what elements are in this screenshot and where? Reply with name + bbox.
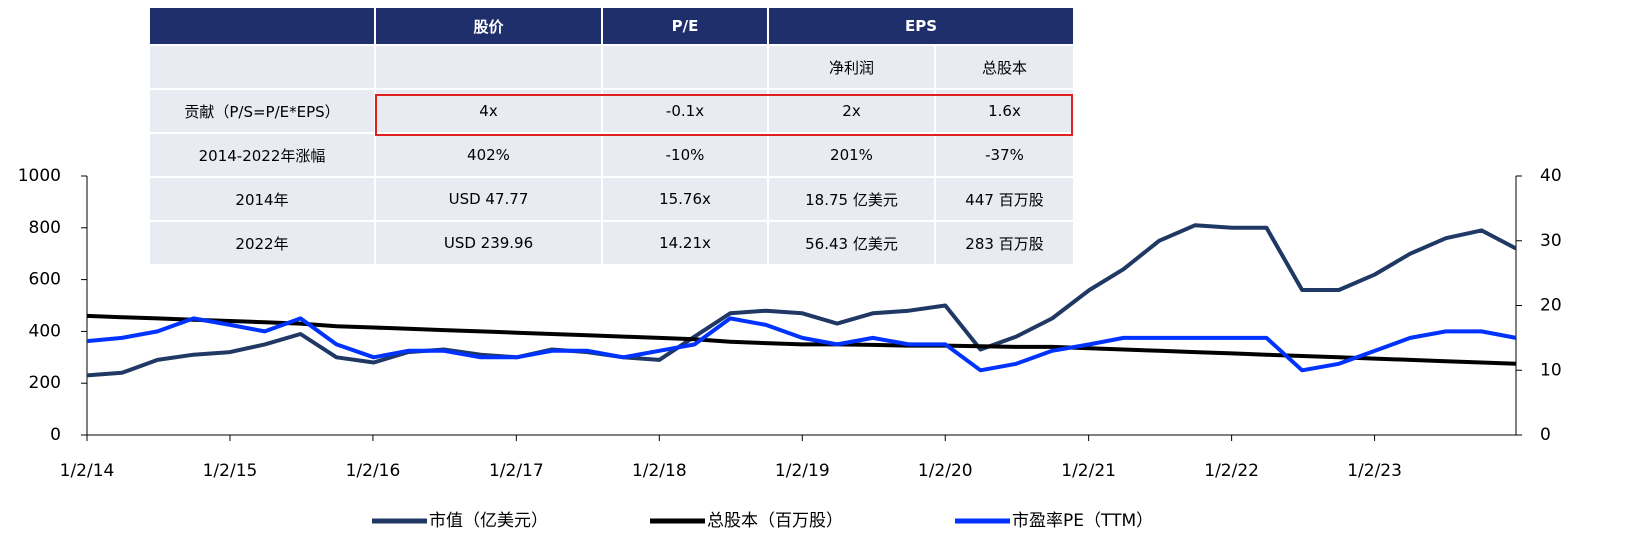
cell: 1.6x	[935, 89, 1075, 134]
cell: 2014-2022年涨幅	[150, 133, 376, 178]
highlight-box	[375, 94, 1073, 136]
y-tick-label: 800	[29, 218, 61, 238]
data-table: 股价 P/E EPS 净利润 总股本 贡献（P/S=P/E*EPS） 4x -0.1…	[150, 8, 1075, 266]
y-tick-label: 400	[29, 321, 61, 341]
y-tick-label: 600	[29, 270, 61, 290]
cell: 2014年	[150, 177, 376, 222]
legend-label: 市值（亿美元）	[429, 511, 548, 531]
x-tick-label: 1/2/14	[60, 461, 115, 481]
cell: -0.1x	[602, 89, 769, 134]
cell: USD 239.96	[375, 221, 603, 266]
y2-tick-label: 30	[1540, 231, 1562, 251]
y-tick-label: 1000	[18, 166, 61, 186]
cell: 18.75 亿美元	[768, 177, 936, 222]
cell: 2x	[768, 89, 936, 134]
cell	[375, 45, 603, 90]
cell: 402%	[375, 133, 603, 178]
cell: 201%	[768, 133, 936, 178]
legend-label: 总股本（百万股）	[707, 511, 843, 531]
x-tick-label: 1/2/21	[1061, 461, 1116, 481]
header-cell: 股价	[375, 8, 603, 46]
header-cell: EPS	[768, 8, 1075, 46]
subheader-row: 净利润 总股本	[150, 45, 1075, 90]
cell: USD 47.77	[375, 177, 603, 222]
header-row: 股价 P/E EPS	[150, 8, 1075, 46]
cell: 总股本	[935, 45, 1075, 90]
x-tick-label: 1/2/20	[918, 461, 973, 481]
cell: 贡献（P/S=P/E*EPS）	[150, 89, 376, 134]
x-tick-label: 1/2/15	[203, 461, 258, 481]
cell	[602, 45, 769, 90]
x-tick-label: 1/2/17	[489, 461, 544, 481]
cell: 15.76x	[602, 177, 769, 222]
series-line	[86, 313, 1517, 366]
cell: 4x	[375, 89, 603, 134]
cell: 56.43 亿美元	[768, 221, 936, 266]
table-row: 2022年 USD 239.96 14.21x 56.43 亿美元 283 百万股	[150, 221, 1075, 266]
header-cell: P/E	[602, 8, 769, 46]
cell: 447 百万股	[935, 177, 1075, 222]
y2-tick-label: 40	[1540, 166, 1562, 186]
x-tick-label: 1/2/22	[1204, 461, 1259, 481]
series-line	[86, 316, 1517, 373]
header-cell	[150, 8, 376, 46]
cell: -10%	[602, 133, 769, 178]
y-tick-label: 200	[29, 373, 61, 393]
cell: 2022年	[150, 221, 376, 266]
x-tick-label: 1/2/16	[346, 461, 401, 481]
table-row: 2014-2022年涨幅 402% -10% 201% -37%	[150, 133, 1075, 178]
x-tick-label: 1/2/23	[1347, 461, 1402, 481]
y-tick-label: 0	[50, 425, 61, 445]
x-tick-label: 1/2/19	[775, 461, 830, 481]
table-row: 2014年 USD 47.77 15.76x 18.75 亿美元 447 百万股	[150, 177, 1075, 222]
x-tick-label: 1/2/18	[632, 461, 687, 481]
y2-tick-label: 10	[1540, 360, 1562, 380]
cell: 14.21x	[602, 221, 769, 266]
cell: 283 百万股	[935, 221, 1075, 266]
y2-tick-label: 0	[1540, 425, 1551, 445]
cell: 净利润	[768, 45, 936, 90]
table-row: 贡献（P/S=P/E*EPS） 4x -0.1x 2x 1.6x	[150, 89, 1075, 134]
y2-tick-label: 20	[1540, 296, 1562, 316]
legend-label: 市盈率PE（TTM）	[1012, 511, 1153, 531]
cell	[150, 45, 376, 90]
cell: -37%	[935, 133, 1075, 178]
series-line	[86, 223, 1517, 378]
